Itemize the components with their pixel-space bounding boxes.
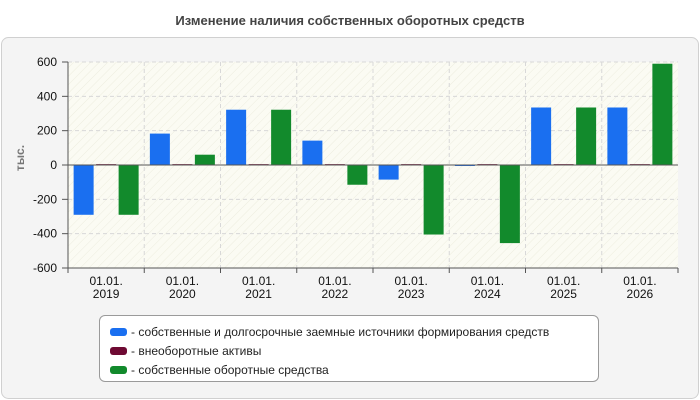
legend-label-noncurrent-assets: - внеоборотные активы bbox=[131, 343, 262, 358]
x-tick-label: 2020 bbox=[169, 287, 196, 301]
bars bbox=[73, 63, 673, 244]
x-tick-label: 01.01. bbox=[242, 274, 275, 288]
legend-swatch-working-capital bbox=[110, 365, 127, 374]
x-tick-label: 2026 bbox=[627, 287, 654, 301]
bar bbox=[347, 165, 368, 185]
x-tick-label: 01.01. bbox=[89, 274, 122, 288]
x-tick-label: 2025 bbox=[550, 287, 577, 301]
legend-swatch-noncurrent-assets bbox=[110, 346, 127, 355]
bar bbox=[149, 133, 170, 165]
y-tick-label: 0 bbox=[50, 158, 57, 172]
x-tick-label: 2024 bbox=[474, 287, 501, 301]
x-tick-label: 01.01. bbox=[166, 274, 199, 288]
bar bbox=[302, 140, 323, 165]
y-axis-label: тыс. bbox=[13, 145, 27, 171]
bar bbox=[73, 165, 94, 215]
x-tick-label: 01.01. bbox=[318, 274, 351, 288]
legend-item-sources: - собственные и долгосрочные заемные ист… bbox=[110, 322, 598, 341]
bar bbox=[378, 165, 399, 180]
bar bbox=[423, 165, 444, 235]
x-tick-label: 01.01. bbox=[547, 274, 580, 288]
bar bbox=[652, 63, 673, 165]
bar bbox=[194, 154, 215, 165]
bar bbox=[226, 109, 247, 165]
bar bbox=[607, 107, 628, 165]
y-tick-label: 600 bbox=[37, 55, 57, 69]
legend: - собственные и долгосрочные заемные ист… bbox=[99, 315, 599, 382]
legend-label-sources: - собственные и долгосрочные заемные ист… bbox=[131, 324, 550, 339]
legend-item-noncurrent-assets: - внеоборотные активы bbox=[110, 341, 598, 360]
legend-item-working-capital: - собственные оборотные средства bbox=[110, 360, 598, 379]
x-tick-label: 2021 bbox=[245, 287, 272, 301]
x-tick-label: 2022 bbox=[322, 287, 349, 301]
x-tick-labels: 01.01.201901.01.202001.01.202101.01.2022… bbox=[89, 274, 656, 301]
bar bbox=[499, 165, 520, 244]
x-tick-label: 2019 bbox=[93, 287, 120, 301]
x-tick-label: 2023 bbox=[398, 287, 425, 301]
y-tick-label: 200 bbox=[37, 124, 57, 138]
x-tick-label: 01.01. bbox=[623, 274, 656, 288]
bar bbox=[531, 107, 552, 165]
x-tick-label: 01.01. bbox=[394, 274, 427, 288]
legend-swatch-sources bbox=[110, 327, 127, 336]
bar bbox=[271, 109, 292, 165]
axes bbox=[62, 61, 679, 273]
bar bbox=[118, 165, 139, 215]
legend-label-working-capital: - собственные оборотные средства bbox=[131, 362, 329, 377]
chart-title: Изменение наличия собственных оборотных … bbox=[175, 13, 524, 28]
x-tick-label: 01.01. bbox=[471, 274, 504, 288]
bar bbox=[576, 107, 597, 165]
y-tick-label: -600 bbox=[33, 261, 57, 275]
y-tick-label: -400 bbox=[33, 227, 57, 241]
y-tick-label: 400 bbox=[37, 89, 57, 103]
y-tick-labels: 600 400 200 0 -200 -400 -600 bbox=[33, 55, 57, 275]
y-tick-label: -200 bbox=[33, 192, 57, 206]
